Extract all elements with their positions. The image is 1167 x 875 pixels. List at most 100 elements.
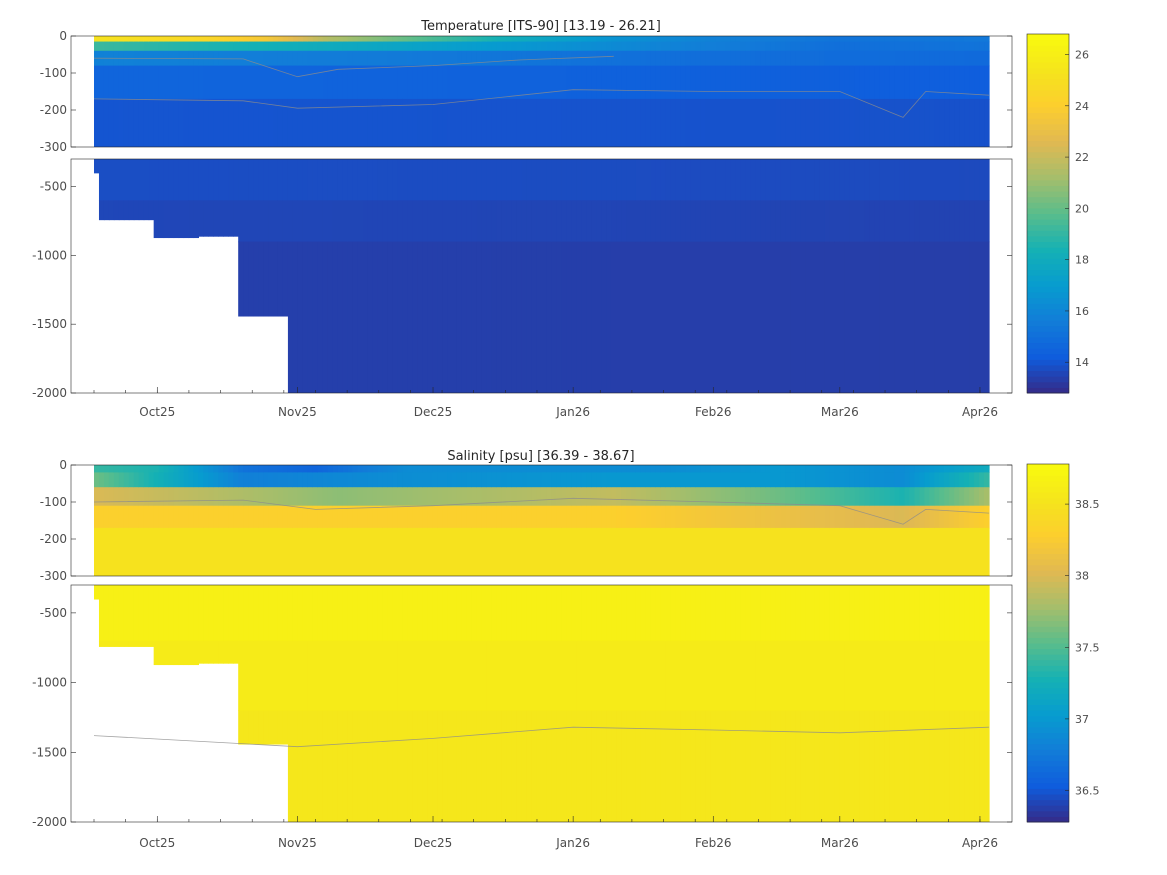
heatmap-cell bbox=[103, 527, 110, 576]
heatmap-cell bbox=[516, 241, 523, 393]
heatmap-cell bbox=[735, 472, 741, 488]
heatmap-cell bbox=[805, 505, 811, 529]
heatmap-cell bbox=[819, 65, 826, 100]
heatmap-cell bbox=[626, 465, 632, 473]
colorbar-swatch bbox=[1027, 760, 1069, 767]
heatmap-cell bbox=[342, 50, 349, 67]
colorbar-swatch bbox=[1027, 637, 1069, 644]
heatmap-cell bbox=[655, 710, 662, 822]
heatmap-cell bbox=[198, 487, 204, 507]
heatmap-cell bbox=[879, 65, 886, 100]
heatmap-cell bbox=[471, 65, 478, 100]
lower-panel-frame bbox=[70, 584, 1013, 823]
heatmap-cell bbox=[248, 585, 254, 642]
heatmap-cell bbox=[447, 472, 453, 488]
heatmap-cell bbox=[387, 241, 393, 393]
heatmap-cell bbox=[591, 640, 597, 712]
colorbar-swatch bbox=[1027, 676, 1069, 683]
heatmap-cell bbox=[501, 640, 508, 712]
heatmap-cell bbox=[243, 640, 249, 712]
heatmap-cell bbox=[556, 200, 562, 243]
heatmap-cell bbox=[695, 585, 702, 642]
heatmap-cell bbox=[844, 65, 851, 100]
heatmap-cell bbox=[307, 472, 314, 488]
heatmap-cell bbox=[591, 465, 597, 473]
heatmap-cell bbox=[760, 465, 766, 473]
heatmap-cell bbox=[377, 50, 383, 67]
heatmap-cell bbox=[750, 159, 756, 201]
heatmap-cell bbox=[665, 585, 672, 642]
heatmap-cell bbox=[322, 710, 329, 822]
heatmap-cell bbox=[223, 159, 229, 201]
heatmap-cell bbox=[929, 585, 935, 642]
heatmap-cell bbox=[969, 505, 975, 529]
heatmap-cell bbox=[263, 472, 269, 488]
colorbar-tick-label: 22 bbox=[1075, 151, 1089, 164]
colorbar-swatch bbox=[1027, 314, 1069, 321]
heatmap-cell bbox=[914, 505, 920, 529]
heatmap-cell bbox=[760, 472, 766, 488]
heatmap-cell bbox=[238, 487, 244, 507]
heatmap-cell bbox=[332, 465, 339, 473]
heatmap-cell bbox=[631, 710, 637, 822]
heatmap-cell bbox=[795, 585, 801, 642]
contour-line bbox=[93, 497, 990, 525]
heatmap-cell bbox=[566, 585, 572, 642]
heatmap-cell bbox=[755, 50, 761, 67]
heatmap-cell bbox=[382, 65, 388, 100]
heatmap-cell bbox=[302, 36, 309, 43]
heatmap-cell bbox=[188, 36, 195, 43]
heatmap-cell bbox=[705, 98, 712, 147]
heatmap-cell bbox=[854, 50, 861, 67]
heatmap-cell bbox=[829, 710, 836, 822]
heatmap-cell bbox=[730, 241, 737, 393]
heatmap-cell bbox=[282, 98, 289, 147]
heatmap-cell bbox=[824, 159, 831, 201]
heatmap-cell bbox=[680, 36, 687, 43]
heatmap-cell bbox=[819, 487, 826, 507]
heatmap-cell bbox=[422, 585, 428, 642]
heatmap-cell bbox=[372, 200, 379, 243]
heatmap-cell bbox=[745, 585, 751, 642]
heatmap-cell bbox=[770, 50, 776, 67]
heatmap-cell bbox=[282, 527, 289, 576]
heatmap-cell bbox=[442, 472, 448, 488]
heatmap-cell bbox=[904, 505, 911, 529]
heatmap-cell bbox=[695, 50, 702, 67]
lower-panel-frame bbox=[70, 158, 1013, 394]
heatmap-cell bbox=[546, 41, 553, 52]
heatmap-cell bbox=[621, 527, 627, 576]
heatmap-cell bbox=[357, 527, 364, 576]
heatmap-cell bbox=[466, 527, 473, 576]
heatmap-cell bbox=[536, 465, 543, 473]
heatmap-cell bbox=[342, 527, 349, 576]
salinity-chart: Salinity [psu] [36.39 - 38.67] 0-100-200… bbox=[32, 449, 1099, 850]
heatmap-cell bbox=[357, 159, 364, 201]
heatmap-cell bbox=[437, 487, 443, 507]
heatmap-cell bbox=[113, 200, 120, 221]
colorbar-swatch bbox=[1027, 163, 1069, 170]
heatmap-cell bbox=[312, 200, 319, 243]
heatmap-cell bbox=[869, 98, 876, 147]
heatmap-cell bbox=[844, 241, 851, 393]
heatmap-cell bbox=[974, 640, 980, 712]
heatmap-cell bbox=[546, 159, 553, 201]
heatmap-cell bbox=[949, 527, 955, 576]
heatmap-cell bbox=[461, 472, 468, 488]
heatmap-cell bbox=[984, 472, 990, 488]
heatmap-cell bbox=[367, 640, 374, 712]
heatmap-cell bbox=[665, 65, 672, 100]
heatmap-cell bbox=[347, 527, 354, 576]
heatmap-cell bbox=[536, 640, 543, 712]
heatmap-cell bbox=[516, 472, 523, 488]
heatmap-cell bbox=[153, 487, 160, 507]
heatmap-cell bbox=[292, 98, 299, 147]
heatmap-cell bbox=[635, 505, 642, 529]
colorbar-swatch bbox=[1027, 598, 1069, 605]
heatmap-cell bbox=[382, 527, 388, 576]
heatmap-cell bbox=[770, 710, 776, 822]
heatmap-cell bbox=[248, 200, 254, 243]
heatmap-cell bbox=[621, 241, 627, 393]
heatmap-cell bbox=[372, 36, 379, 43]
heatmap-cell bbox=[347, 465, 354, 473]
